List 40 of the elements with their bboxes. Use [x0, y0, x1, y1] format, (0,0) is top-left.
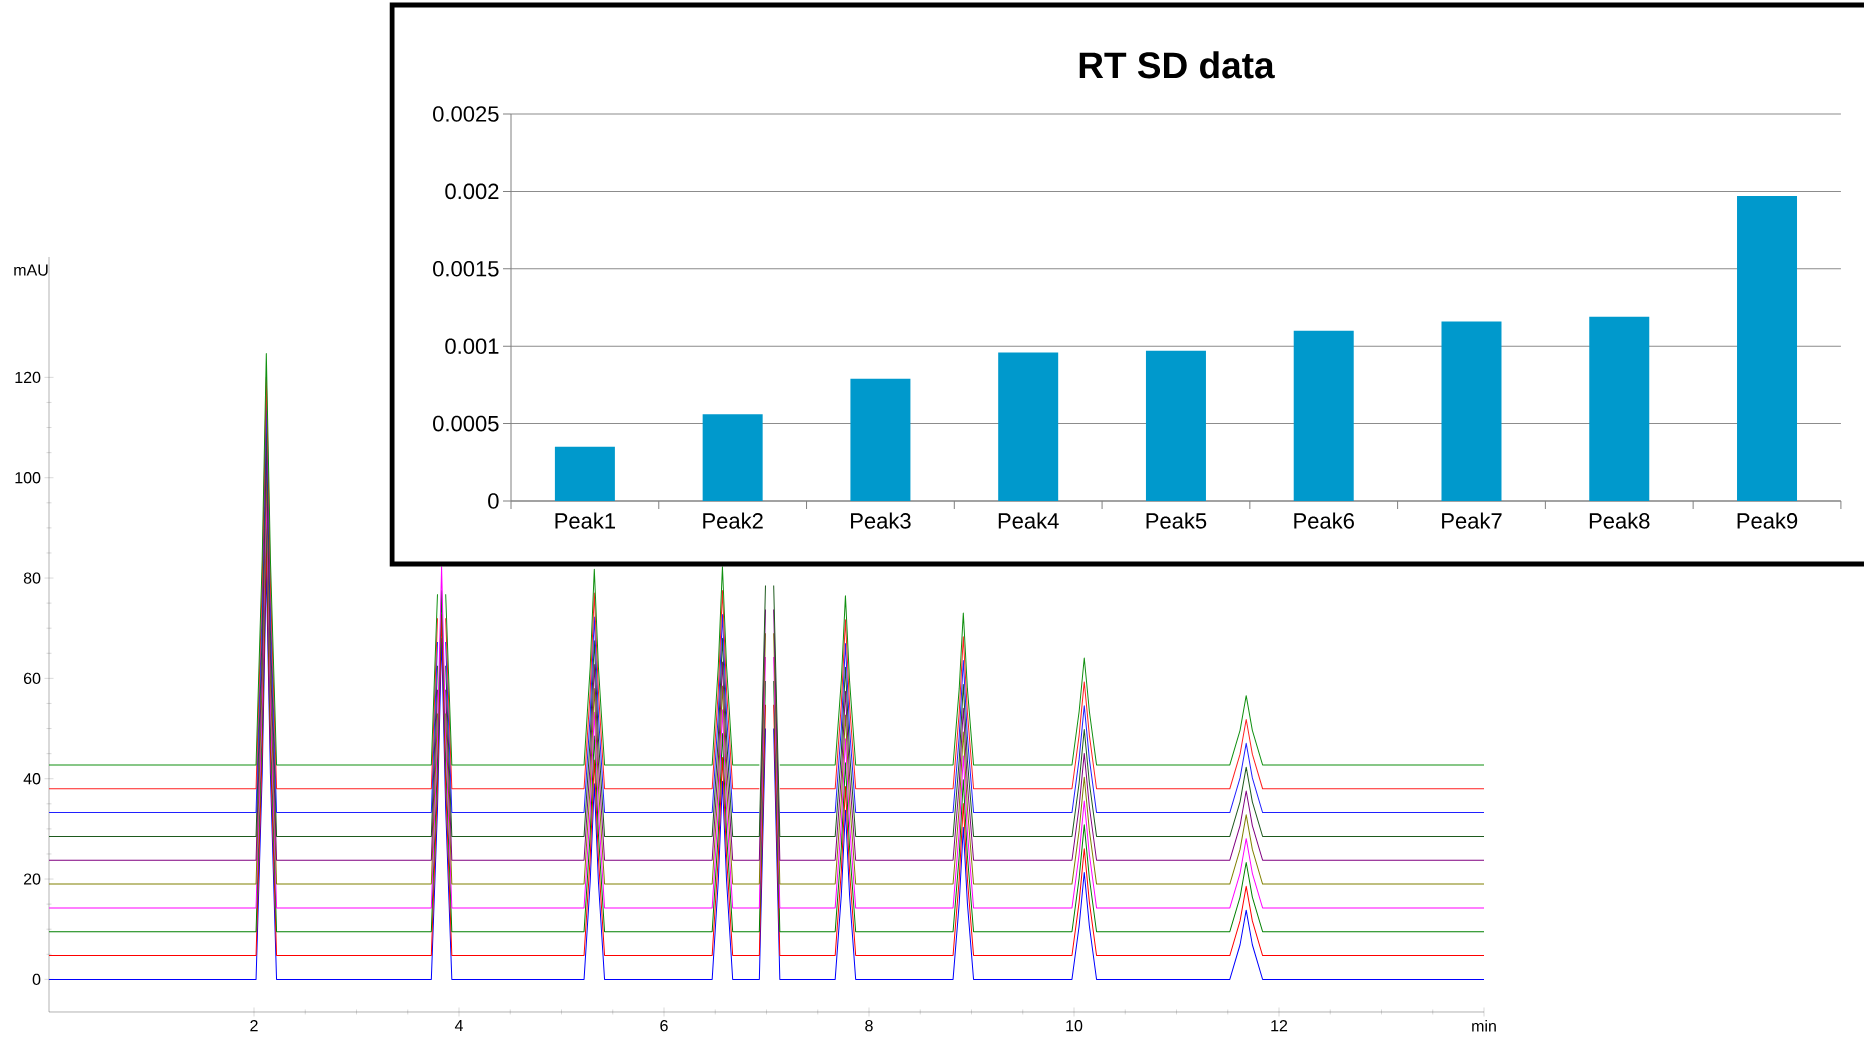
- y-tick-label: 0.002: [445, 183, 499, 200]
- bar: [1589, 316, 1650, 501]
- x-tick-label: 6: [660, 1020, 668, 1032]
- x-tick-label: 8: [865, 1020, 873, 1032]
- x-tick-label: 10: [1066, 1020, 1083, 1032]
- x-tick-label: Peak9: [1737, 512, 1798, 529]
- x-tick-label: Peak8: [1589, 512, 1650, 529]
- x-tick-label: min: [1472, 1020, 1496, 1032]
- y-tick-label: 0.0005: [433, 415, 499, 432]
- x-tick-label: Peak4: [998, 512, 1059, 529]
- bar: [554, 446, 615, 501]
- bar: [1441, 321, 1502, 501]
- x-tick-label: Peak6: [1294, 512, 1354, 529]
- x-tick-label: Peak1: [555, 512, 615, 529]
- bar: [1145, 350, 1206, 501]
- y-tick-label: 80: [23, 572, 41, 584]
- x-tick-label: Peak2: [703, 512, 763, 529]
- y-tick-label: 20: [23, 873, 41, 885]
- bar: [1293, 330, 1354, 501]
- y-tick-label: 0.0025: [433, 106, 499, 122]
- x-tick-label: Peak3: [851, 512, 911, 529]
- y-tick-label: 0: [488, 493, 499, 509]
- y-tick-label: 0: [32, 973, 41, 986]
- x-tick-label: Peak7: [1442, 512, 1502, 529]
- y-tick-label: 0.001: [445, 338, 499, 354]
- bar: [1737, 196, 1798, 501]
- chart-title: RT SD data: [1079, 51, 1275, 79]
- y-tick-label: 60: [23, 672, 41, 685]
- bar: [850, 378, 911, 501]
- x-tick-label: Peak5: [1146, 512, 1207, 529]
- x-tick-label: 4: [454, 1020, 463, 1032]
- y-tick-label: 120: [15, 371, 41, 384]
- y-tick-label: 0.0015: [433, 260, 499, 277]
- y-axis-title: mAU: [14, 264, 48, 276]
- bar: [998, 352, 1059, 501]
- bar: [702, 414, 763, 501]
- y-tick-label: 40: [23, 773, 41, 785]
- y-tick-label: 100: [15, 472, 41, 484]
- x-tick-label: 2: [250, 1020, 258, 1032]
- x-tick-label: 12: [1271, 1020, 1288, 1032]
